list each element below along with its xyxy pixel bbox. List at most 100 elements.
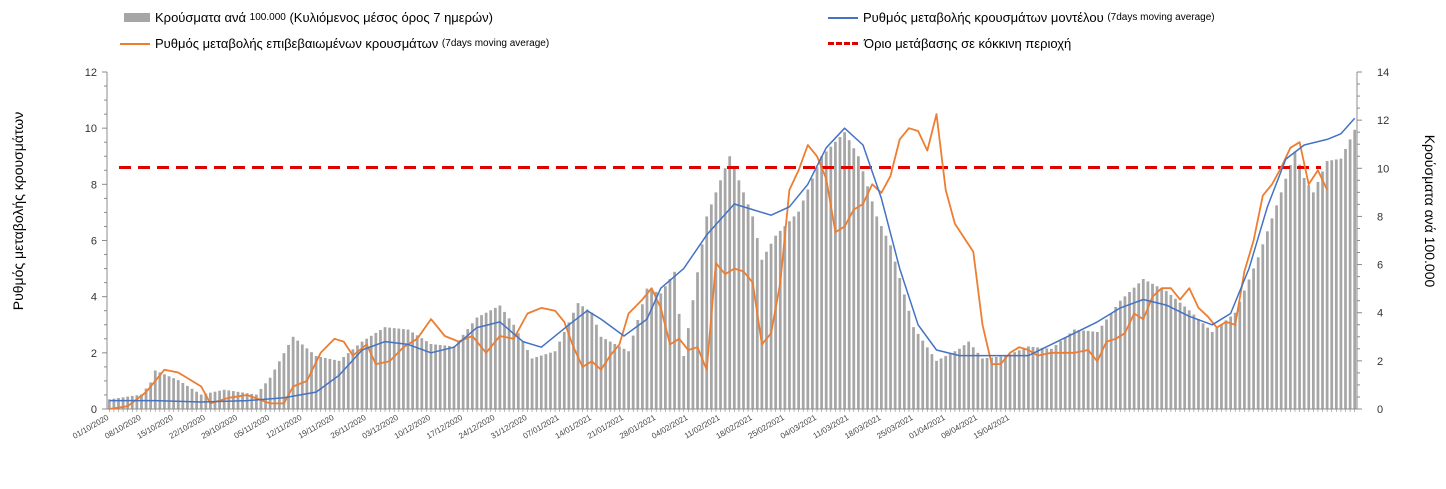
bar — [1298, 164, 1301, 409]
bar — [163, 374, 166, 409]
bar — [686, 328, 690, 409]
bar — [1247, 279, 1251, 409]
bar — [209, 392, 212, 409]
bar — [723, 168, 727, 409]
bar — [631, 335, 635, 409]
bar — [1017, 350, 1021, 409]
bar — [1109, 313, 1113, 409]
bar — [503, 311, 506, 409]
y-right-tick-label: 0 — [1377, 404, 1383, 416]
bar — [1160, 288, 1164, 409]
bar — [912, 327, 915, 409]
bar — [824, 151, 828, 409]
y-left-tick-label: 12 — [85, 67, 97, 79]
bar — [999, 356, 1003, 409]
bar — [677, 313, 681, 409]
bar — [1105, 319, 1108, 409]
bar — [1054, 344, 1058, 409]
bar — [337, 360, 341, 409]
bar — [1082, 330, 1085, 409]
bar — [277, 361, 281, 409]
bar — [558, 341, 562, 409]
bar — [457, 340, 460, 409]
bar — [447, 345, 451, 409]
bar — [778, 230, 782, 409]
bar — [480, 315, 483, 409]
x-tick-label: 15/04/2021 — [972, 413, 1012, 441]
bar — [195, 391, 198, 409]
bar — [1233, 312, 1237, 409]
bar — [369, 335, 373, 409]
bar — [1132, 287, 1136, 409]
bar — [659, 293, 663, 409]
bar — [714, 192, 718, 409]
x-tick-label: 04/03/2021 — [779, 413, 819, 441]
bar — [1252, 268, 1255, 409]
bar — [250, 393, 254, 409]
legend-item-bars: Κρούσματα ανά 100.000 (Κυλιόμενος μέσος … — [124, 10, 493, 25]
legend-item-confirmed: Ρυθμός μεταβολής επιβεβαιωμένων κρουσμάτ… — [120, 36, 549, 51]
bar — [1256, 257, 1260, 409]
bar — [190, 388, 194, 409]
legend-swatch-threshold — [828, 42, 858, 45]
legend-rest-bars: (Κυλιόμενος μέσος όρος 7 ημερών) — [289, 10, 493, 25]
bar — [742, 192, 745, 409]
bar — [898, 278, 902, 409]
bar — [1229, 316, 1232, 409]
bar — [544, 354, 548, 409]
bar — [581, 306, 585, 409]
bar — [1353, 129, 1357, 409]
bar — [425, 341, 428, 409]
bar — [627, 351, 630, 409]
bar — [291, 336, 295, 409]
bar — [549, 352, 552, 409]
y-right-tick-label: 4 — [1377, 308, 1383, 320]
bar — [1330, 160, 1334, 409]
bar — [493, 307, 497, 409]
bar — [1040, 347, 1044, 409]
bar — [356, 345, 359, 409]
bar — [420, 338, 424, 409]
bar — [622, 348, 626, 409]
bar — [300, 344, 304, 409]
bar — [484, 312, 488, 409]
bar — [1114, 306, 1118, 409]
bar — [429, 344, 433, 409]
legend-label-threshold: Όριο μετάβασης σε κόκκινη περιοχή — [864, 36, 1072, 51]
bar — [521, 341, 525, 409]
bar — [696, 272, 699, 409]
bar — [1123, 296, 1127, 409]
bar — [1141, 279, 1145, 409]
bar — [788, 221, 791, 409]
bar — [1128, 292, 1131, 409]
bar — [705, 216, 709, 409]
bar — [351, 349, 355, 409]
bar — [1059, 341, 1062, 409]
bar — [1210, 331, 1214, 409]
bar — [1270, 218, 1274, 409]
bar — [820, 156, 823, 409]
bar — [1013, 352, 1017, 409]
bar — [526, 350, 529, 409]
bar — [553, 351, 557, 409]
bar — [765, 251, 768, 409]
bar — [981, 358, 984, 409]
bar — [939, 358, 943, 409]
bar — [1215, 328, 1219, 409]
bar — [801, 200, 805, 409]
bar — [746, 204, 750, 409]
bar — [1045, 348, 1049, 409]
bar — [310, 352, 313, 409]
bar — [691, 300, 695, 409]
bar — [181, 383, 185, 409]
legend-item-threshold: Όριο μετάβασης σε κόκκινη περιοχή — [828, 36, 1071, 51]
legend-small-model: (7days moving average) — [1107, 12, 1215, 23]
bar — [346, 353, 350, 409]
bar — [273, 369, 277, 409]
legend-small-confirmed: (7days moving average) — [441, 38, 550, 49]
bar — [1077, 330, 1081, 409]
bar — [760, 259, 764, 409]
bar — [962, 345, 966, 409]
bar — [889, 245, 892, 409]
bar — [1068, 333, 1072, 409]
